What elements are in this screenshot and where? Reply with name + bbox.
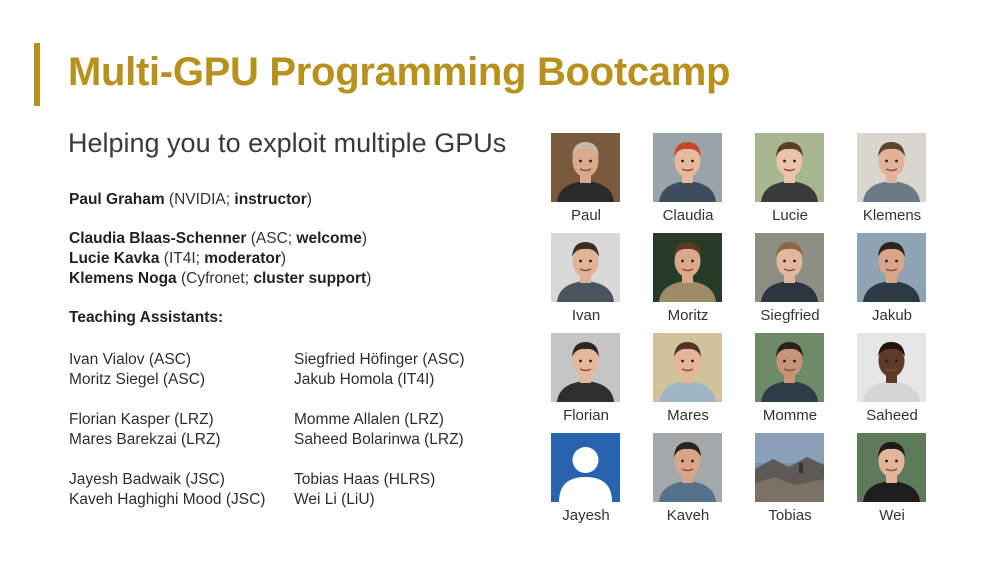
avatar bbox=[653, 433, 722, 502]
person-name: Moritz bbox=[667, 307, 709, 324]
person-name: Saheed bbox=[866, 407, 918, 424]
avatar bbox=[755, 133, 824, 202]
ta-entry: Wei Li (LiU) bbox=[294, 491, 375, 508]
person-card: Moritz bbox=[650, 233, 752, 333]
staff-role: instructor bbox=[234, 191, 307, 208]
staff-entry-instructor: Paul Graham (NVIDIA; instructor) bbox=[69, 191, 312, 208]
ta-entry: Mares Barekzai (LRZ) bbox=[69, 431, 221, 448]
avatar bbox=[551, 333, 620, 402]
avatar bbox=[755, 433, 824, 502]
staff-affiliation: Cyfronet bbox=[186, 270, 245, 287]
staff-affiliation: NVIDIA bbox=[174, 191, 226, 208]
person-name: Ivan bbox=[571, 307, 601, 324]
slide-title: Multi-GPU Programming Bootcamp bbox=[68, 50, 731, 94]
person-name: Wei bbox=[879, 507, 905, 524]
avatar bbox=[755, 333, 824, 402]
staff-role: cluster support bbox=[253, 270, 367, 287]
ta-entry: Jakub Homola (IT4I) bbox=[294, 371, 435, 388]
ta-entry: Momme Allalen (LRZ) bbox=[294, 411, 444, 428]
ta-entry: Saheed Bolarinwa (LRZ) bbox=[294, 431, 464, 448]
person-name: Lucie bbox=[772, 207, 808, 224]
staff-entry-welcome: Claudia Blaas-Schenner (ASC; welcome) bbox=[69, 230, 368, 247]
avatar bbox=[857, 333, 926, 402]
staff-name: Paul Graham bbox=[69, 191, 165, 208]
staff-role: moderator bbox=[204, 250, 281, 267]
person-card: Mares bbox=[650, 333, 752, 433]
person-card: Claudia bbox=[650, 133, 752, 233]
photo-grid: Paul Claudia Lucie K bbox=[548, 133, 948, 533]
ta-entry: Kaveh Haghighi Mood (JSC) bbox=[69, 491, 266, 508]
person-name: Kaveh bbox=[666, 507, 710, 524]
teaching-assistants-list: Ivan Vialov (ASC) Siegfried Höfinger (AS… bbox=[69, 350, 514, 510]
ta-entry: Ivan Vialov (ASC) bbox=[69, 351, 192, 368]
person-card: Saheed bbox=[854, 333, 956, 433]
person-card: Tobias bbox=[752, 433, 854, 533]
avatar bbox=[551, 133, 620, 202]
staff-entry-moderator: Lucie Kavka (IT4I; moderator) bbox=[69, 250, 287, 267]
staff-name: Klemens Noga bbox=[69, 270, 177, 287]
ta-entry: Florian Kasper (LRZ) bbox=[69, 411, 214, 428]
person-name: Paul bbox=[570, 207, 602, 224]
person-card: Jakub bbox=[854, 233, 956, 333]
person-name: Jakub bbox=[871, 307, 913, 324]
person-card: Wei bbox=[854, 433, 956, 533]
staff-entry-cluster-support: Klemens Noga (Cyfronet; cluster support) bbox=[69, 270, 372, 287]
teaching-assistants-heading: Teaching Assistants: bbox=[69, 309, 224, 326]
avatar bbox=[653, 233, 722, 302]
person-name: Momme bbox=[762, 407, 818, 424]
staff-list: Paul Graham (NVIDIA; instructor) Claudia… bbox=[69, 190, 371, 328]
avatar bbox=[857, 233, 926, 302]
person-card: Ivan bbox=[548, 233, 650, 333]
staff-role: welcome bbox=[296, 230, 362, 247]
person-name: Klemens bbox=[862, 207, 922, 224]
avatar bbox=[551, 233, 620, 302]
avatar bbox=[755, 233, 824, 302]
ta-entry: Siegfried Höfinger (ASC) bbox=[294, 351, 465, 368]
person-name: Claudia bbox=[662, 207, 714, 224]
person-card: Siegfried bbox=[752, 233, 854, 333]
avatar bbox=[653, 133, 722, 202]
person-name: Mares bbox=[667, 407, 709, 424]
person-name: Siegfried bbox=[760, 307, 820, 324]
staff-name: Claudia Blaas-Schenner bbox=[69, 230, 247, 247]
slide-subtitle: Helping you to exploit multiple GPUs bbox=[68, 128, 507, 158]
ta-entry: Jayesh Badwaik (JSC) bbox=[69, 471, 225, 488]
person-card: Lucie bbox=[752, 133, 854, 233]
staff-affiliation: ASC bbox=[255, 230, 288, 247]
person-name: Florian bbox=[563, 407, 609, 424]
staff-affiliation: IT4I bbox=[168, 250, 196, 267]
person-card: Jayesh bbox=[548, 433, 650, 533]
ta-entry: Tobias Haas (HLRS) bbox=[294, 471, 436, 488]
staff-name: Lucie Kavka bbox=[69, 250, 160, 267]
avatar bbox=[653, 333, 722, 402]
person-card: Florian bbox=[548, 333, 650, 433]
avatar bbox=[857, 433, 926, 502]
person-card: Kaveh bbox=[650, 433, 752, 533]
person-card: Paul bbox=[548, 133, 650, 233]
avatar bbox=[857, 133, 926, 202]
accent-bar bbox=[34, 43, 40, 106]
avatar-placeholder-icon bbox=[551, 433, 620, 502]
person-name: Tobias bbox=[768, 507, 812, 524]
person-name: Jayesh bbox=[562, 507, 610, 524]
person-card: Klemens bbox=[854, 133, 956, 233]
ta-entry: Moritz Siegel (ASC) bbox=[69, 371, 206, 388]
person-card: Momme bbox=[752, 333, 854, 433]
